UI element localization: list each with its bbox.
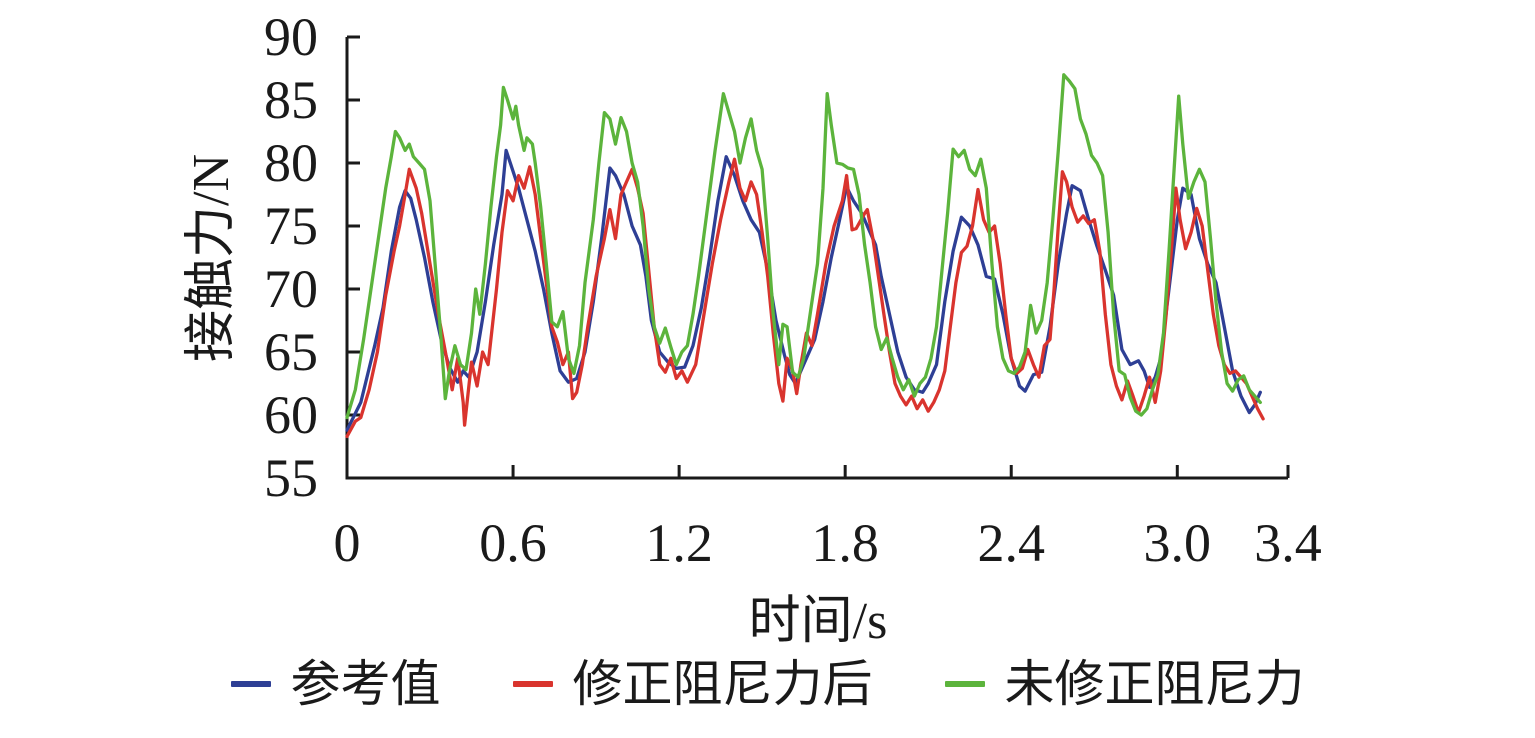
y-tick-label: 65 — [264, 322, 318, 382]
legend-item-corrected-damping: 修正阻尼力后 — [512, 656, 873, 712]
x-tick-label: 3.0 — [1143, 513, 1212, 573]
y-axis-title: 接触力/N — [183, 153, 240, 363]
x-tick-label: 3.4 — [1254, 513, 1322, 573]
y-tick-label: 55 — [264, 448, 318, 508]
series-line-2 — [345, 73, 1262, 420]
legend: 参考值 修正阻尼力后 未修正阻尼力 — [0, 656, 1535, 712]
legend-label: 修正阻尼力后 — [572, 656, 873, 712]
axes — [345, 35, 1290, 480]
y-tick-label: 70 — [264, 259, 318, 319]
legend-item-uncorrected-damping: 未修正阻尼力 — [944, 656, 1305, 712]
x-tick-label: 2.4 — [977, 513, 1045, 573]
y-tick-label: 80 — [264, 133, 318, 193]
y-tick-label: 75 — [264, 196, 318, 256]
legend-swatch-blue — [230, 681, 271, 687]
legend-label: 参考值 — [290, 656, 441, 712]
x-tick-label: 1.8 — [811, 513, 879, 573]
y-tick-label: 85 — [264, 70, 318, 130]
legend-swatch-red — [512, 681, 553, 687]
legend-item-reference: 参考值 — [230, 656, 441, 712]
x-tick-label: 0.6 — [479, 513, 547, 573]
data-series-lines — [345, 73, 1265, 439]
x-tick-label: 0 — [333, 513, 361, 573]
series-line-1 — [345, 157, 1265, 439]
series-line-0 — [345, 148, 1262, 432]
legend-swatch-green — [944, 681, 985, 687]
y-tick-label: 60 — [264, 385, 318, 445]
legend-label: 未修正阻尼力 — [1004, 656, 1305, 712]
x-tick-label: 1.2 — [645, 513, 713, 573]
x-axis-title: 时间/s — [748, 593, 888, 650]
y-tick-label: 90 — [264, 7, 318, 67]
